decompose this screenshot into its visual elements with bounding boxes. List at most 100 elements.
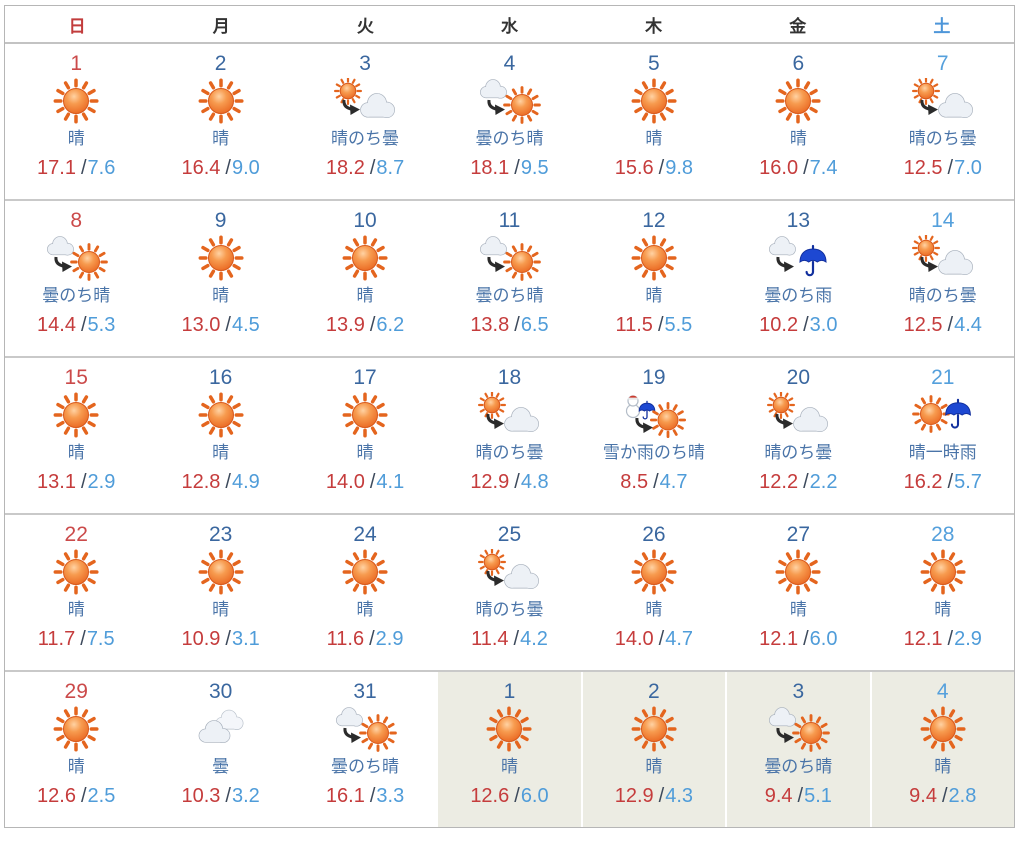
day-number: 30 xyxy=(208,680,233,703)
calendar-day-cell[interactable]: 22 晴 11.7/7.5 xyxy=(5,515,147,670)
weather-description: 晴 xyxy=(356,286,374,305)
low-temp: 4.4 xyxy=(954,314,982,336)
calendar-day-cell[interactable]: 16 晴 12.8/4.9 xyxy=(147,358,291,513)
day-number: 2 xyxy=(214,52,227,75)
high-temp: 16.1 xyxy=(325,785,365,807)
cloudy-then-sunny-icon xyxy=(766,705,831,753)
temp-separator: / xyxy=(80,785,87,807)
weather-description: 晴一時雨 xyxy=(908,443,977,462)
temp-separator: / xyxy=(514,785,520,807)
high-temp: 18.1 xyxy=(470,157,510,179)
temp-separator: / xyxy=(514,471,520,493)
high-temp: 16.4 xyxy=(181,157,221,179)
high-temp: 16.2 xyxy=(903,471,943,493)
day-number: 20 xyxy=(786,366,810,389)
calendar-day-cell[interactable]: 10 晴 13.9/6.2 xyxy=(291,201,436,356)
weather-description: 晴 xyxy=(67,600,85,619)
calendar-day-cell[interactable]: 27 晴 12.1/6.0 xyxy=(725,515,869,670)
temperature-range: 16.2/5.7 xyxy=(904,471,982,494)
sunny-icon xyxy=(477,705,541,753)
calendar-day-cell[interactable]: 13 曇のち雨 10.2/3.0 xyxy=(725,201,869,356)
calendar-day-cell[interactable]: 2 晴 16.4/9.0 xyxy=(147,44,291,199)
calendar-day-cell[interactable]: 4 晴 9.4/2.8 xyxy=(869,672,1014,827)
day-number: 24 xyxy=(353,523,377,546)
sunny-then-cloudy-icon xyxy=(477,391,541,439)
high-temp: 13.1 xyxy=(37,471,76,493)
low-temp: 4.9 xyxy=(231,471,260,493)
calendar-day-cell[interactable]: 9 晴 13.0/4.5 xyxy=(147,201,291,356)
weather-description: 晴 xyxy=(500,757,518,776)
high-temp: 12.5 xyxy=(903,157,943,179)
calendar-day-cell[interactable]: 26 晴 14.0/4.7 xyxy=(580,515,725,670)
temperature-range: 12.2/2.2 xyxy=(759,471,837,494)
low-temp: 2.8 xyxy=(948,785,977,807)
calendar-day-cell[interactable]: 3 曇のち晴 9.4/5.1 xyxy=(725,672,870,827)
calendar-day-cell[interactable]: 30 曇 10.3/3.2 xyxy=(147,672,291,827)
temperature-range: 14.4/5.3 xyxy=(37,314,115,337)
temp-separator: / xyxy=(225,471,231,493)
calendar-day-cell[interactable]: 14 晴のち曇 12.5/4.4 xyxy=(869,201,1014,356)
calendar-day-cell[interactable]: 11 曇のち晴 13.8/6.5 xyxy=(436,201,580,356)
calendar-day-cell[interactable]: 1 晴 12.6/6.0 xyxy=(436,672,581,827)
temperature-range: 12.1/2.9 xyxy=(904,628,982,651)
weather-description: 晴 xyxy=(212,286,230,305)
high-temp: 14.4 xyxy=(37,314,76,336)
sunny-then-cloudy-icon xyxy=(766,391,830,439)
day-number: 13 xyxy=(786,209,810,232)
calendar-day-cell[interactable]: 6 晴 16.0/7.4 xyxy=(725,44,869,199)
temperature-range: 11.4/4.2 xyxy=(471,628,548,651)
low-temp: 2.9 xyxy=(87,471,116,493)
calendar-day-cell[interactable]: 28 晴 12.1/2.9 xyxy=(869,515,1014,670)
high-temp: 10.3 xyxy=(181,785,221,807)
weather-description: 晴 xyxy=(356,443,374,462)
sunny-icon xyxy=(333,234,397,282)
calendar-day-cell[interactable]: 8 曇のち晴 14.4/5.3 xyxy=(5,201,147,356)
calendar-day-cell[interactable]: 3 晴のち曇 18.2/8.7 xyxy=(291,44,436,199)
calendar-day-cell[interactable]: 23 晴 10.9/3.1 xyxy=(147,515,291,670)
calendar-day-cell[interactable]: 15 晴 13.1/2.9 xyxy=(5,358,147,513)
temp-separator: / xyxy=(803,471,809,493)
high-temp: 10.2 xyxy=(759,314,799,336)
calendar-day-cell[interactable]: 25 晴のち曇 11.4/4.2 xyxy=(436,515,580,670)
calendar-day-cell[interactable]: 18 晴のち曇 12.9/4.8 xyxy=(436,358,580,513)
calendar-day-cell[interactable]: 29 晴 12.6/2.5 xyxy=(5,672,147,827)
day-number: 17 xyxy=(353,366,377,389)
temp-separator: / xyxy=(947,157,954,179)
low-temp: 6.0 xyxy=(809,628,838,650)
calendar-body: 1 晴 17.1/7.6 2 晴 16.4/9.0 3 晴のち曇 18.2/8.7 4 曇のち晴 18… xyxy=(5,44,1014,827)
calendar-day-cell[interactable]: 24 晴 11.6/2.9 xyxy=(291,515,436,670)
sunny-icon xyxy=(189,548,253,596)
calendar-day-cell[interactable]: 17 晴 14.0/4.1 xyxy=(291,358,436,513)
weather-description: 晴 xyxy=(67,757,85,776)
calendar-day-cell[interactable]: 5 晴 15.6/9.8 xyxy=(580,44,725,199)
temp-separator: / xyxy=(514,157,520,179)
calendar-day-cell[interactable]: 21 晴一時雨 16.2/5.7 xyxy=(869,358,1014,513)
low-temp: 9.5 xyxy=(520,157,549,179)
sunny-icon xyxy=(766,77,830,125)
cloudy-then-rain-icon xyxy=(766,234,830,282)
weekday-header-0: 日 xyxy=(68,16,86,36)
day-number: 11 xyxy=(498,209,521,232)
calendar-day-cell[interactable]: 12 晴 11.5/5.5 xyxy=(580,201,725,356)
low-temp: 3.3 xyxy=(376,785,405,807)
weekday-header-5: 金 xyxy=(789,16,807,36)
weekday-header-row: 日月火水木金土 xyxy=(5,6,1014,44)
day-number: 21 xyxy=(931,366,955,389)
sunny-then-cloudy-icon xyxy=(911,234,975,282)
temperature-range: 18.1/9.5 xyxy=(470,157,548,180)
high-temp: 14.0 xyxy=(325,471,365,493)
temp-separator: / xyxy=(225,785,231,807)
calendar-day-cell[interactable]: 1 晴 17.1/7.6 xyxy=(5,44,147,199)
temp-separator: / xyxy=(803,628,809,650)
calendar-day-cell[interactable]: 2 晴 12.9/4.3 xyxy=(580,672,726,827)
low-temp: 4.5 xyxy=(231,314,260,336)
calendar-day-cell[interactable]: 4 曇のち晴 18.1/9.5 xyxy=(436,44,580,199)
calendar-day-cell[interactable]: 19 雪か雨のち晴 8.5/4.7 xyxy=(580,358,725,513)
weather-description: 晴 xyxy=(645,757,663,776)
high-temp: 11.7 xyxy=(37,628,76,650)
low-temp: 3.1 xyxy=(231,628,260,650)
calendar-day-cell[interactable]: 31 曇のち晴 16.1/3.3 xyxy=(291,672,436,827)
calendar-day-cell[interactable]: 7 晴のち曇 12.5/7.0 xyxy=(869,44,1014,199)
high-temp: 16.0 xyxy=(759,157,799,179)
calendar-day-cell[interactable]: 20 晴のち曇 12.2/2.2 xyxy=(725,358,869,513)
